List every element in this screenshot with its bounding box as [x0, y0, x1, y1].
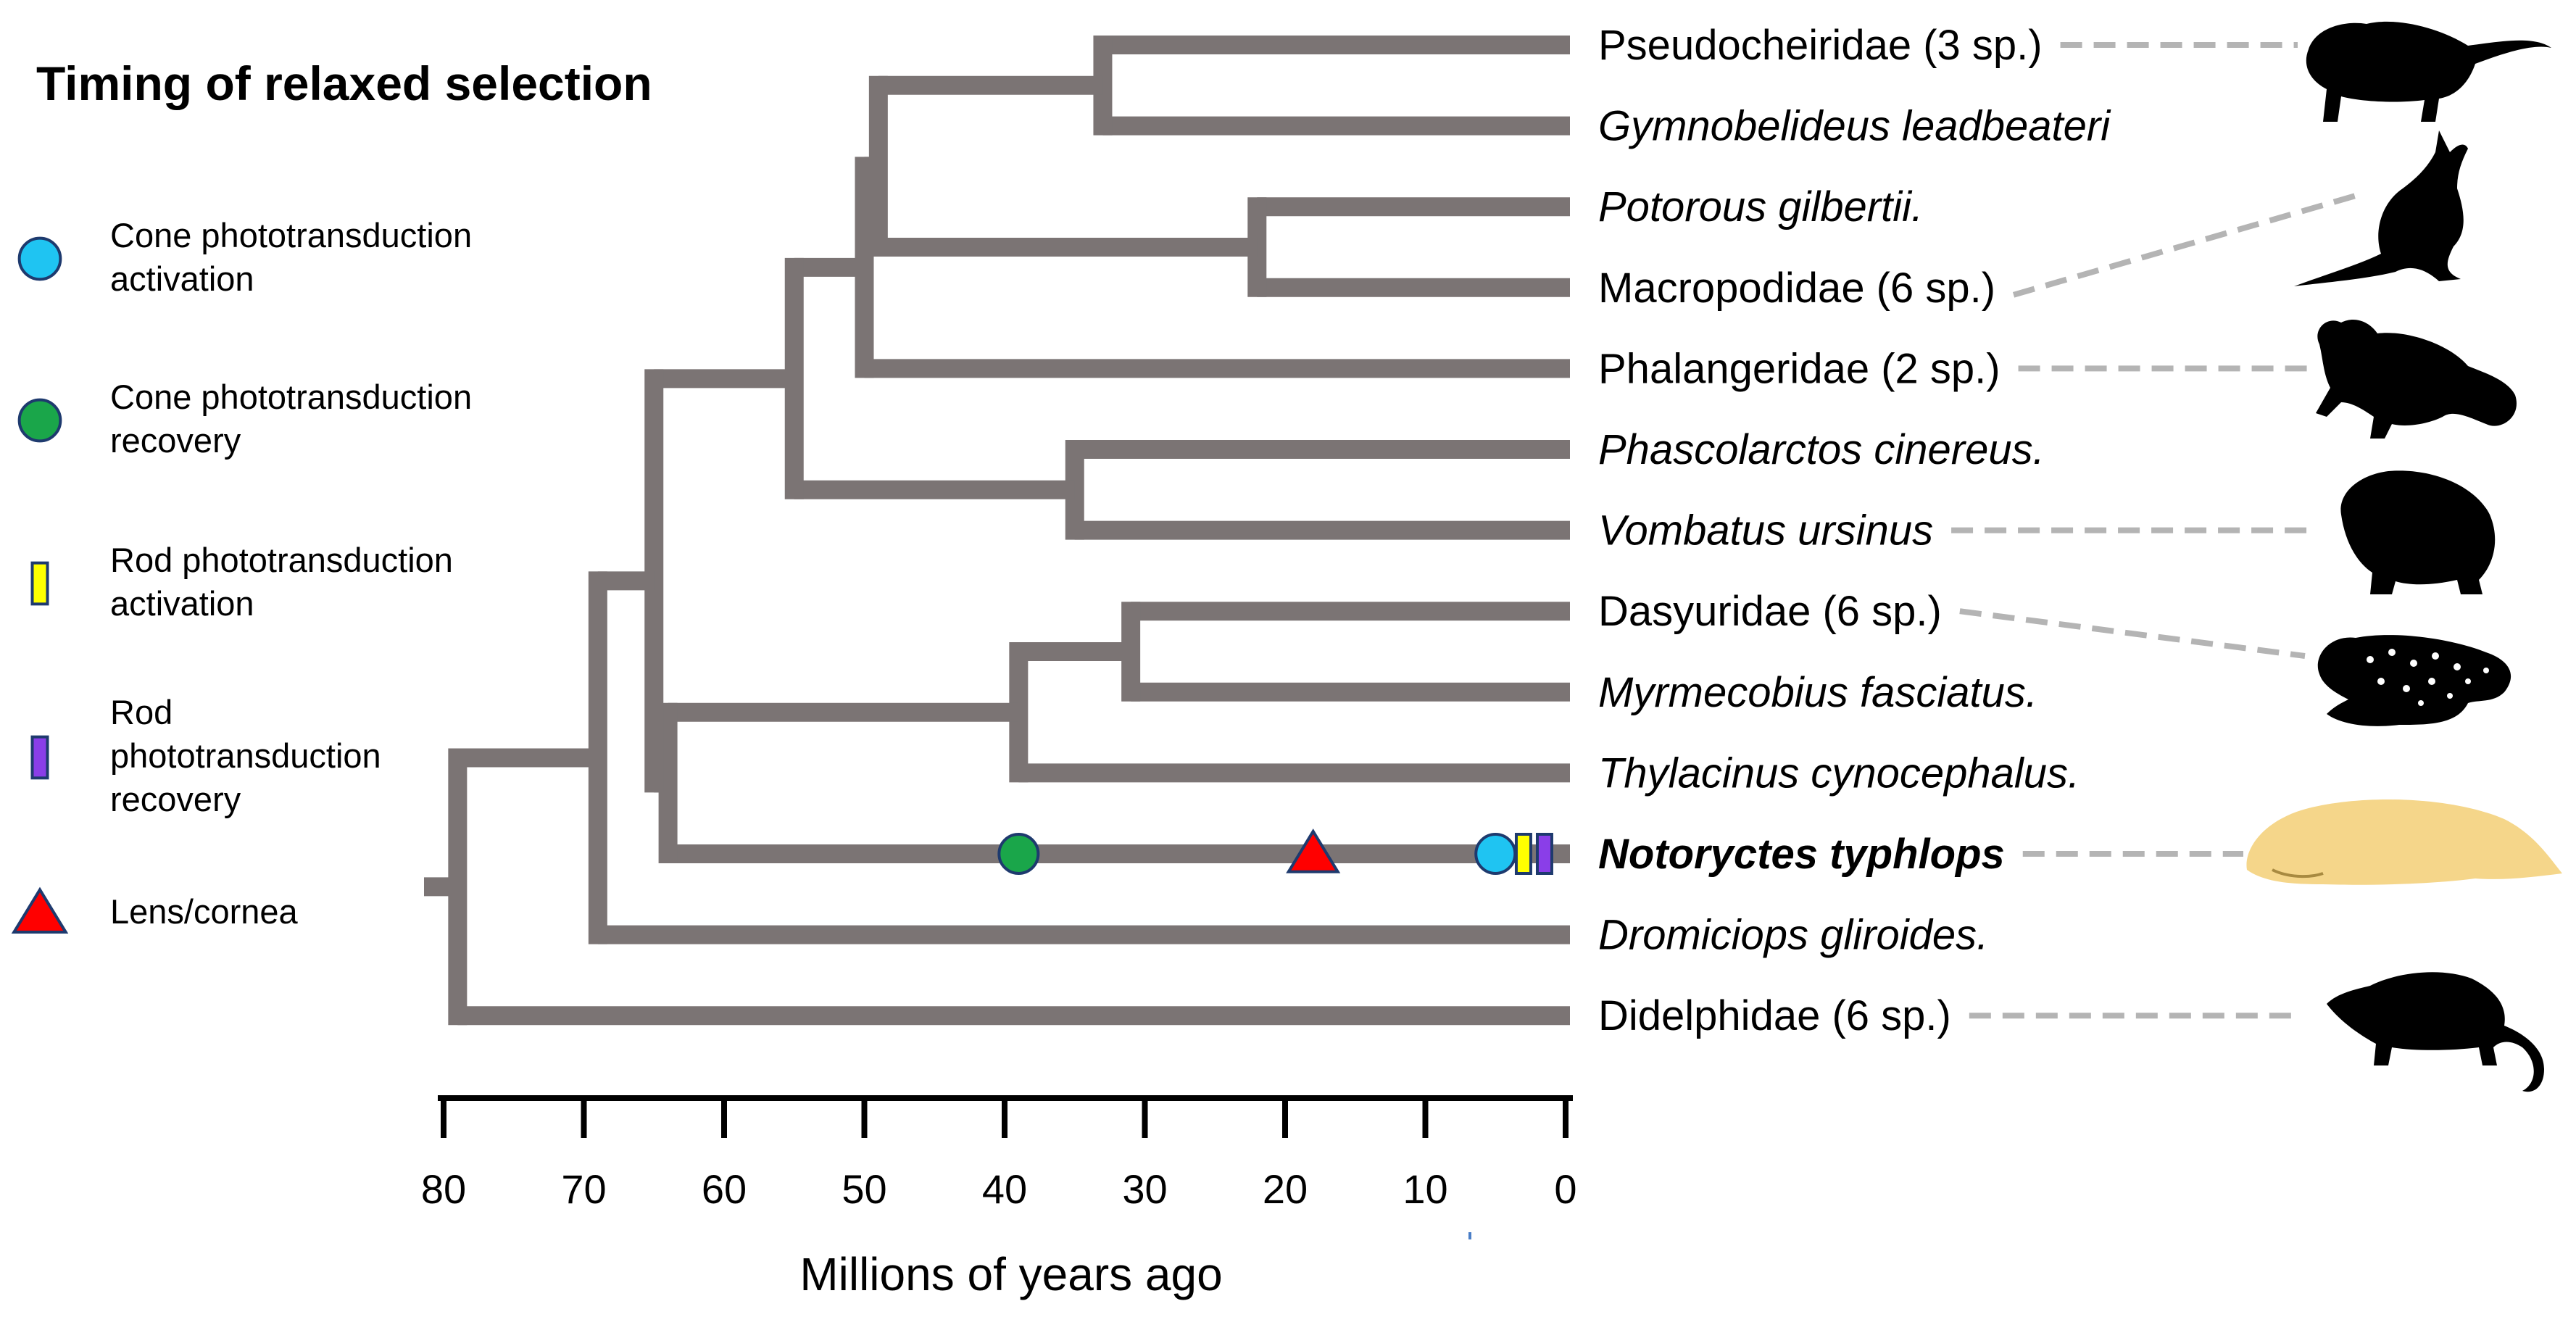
legend-label: phototransduction [110, 736, 381, 775]
axis-tick-label: 20 [1263, 1166, 1308, 1212]
axis-tick-label: 80 [421, 1166, 466, 1212]
axis-tick-label: 0 [1554, 1166, 1576, 1212]
taxon-label: Gymnobelideus leadbeateri [1598, 103, 2111, 150]
rod-recovery-icon [30, 735, 49, 780]
animal-silhouettes [1951, 21, 2562, 1092]
legend-label: Lens/cornea [110, 892, 299, 931]
legend-label: recovery [110, 421, 241, 460]
taxon-label: Dromiciops gliroides. [1598, 912, 1988, 959]
axis-mark [1468, 1232, 1471, 1239]
wombat-silhouette-icon [2340, 470, 2496, 594]
legend-label: Rod [110, 693, 173, 731]
phylogenetic-tree [424, 36, 1570, 1026]
taxon-label: Notoryctes typhlops [1598, 831, 2005, 878]
axis-tick-label: 30 [1122, 1166, 1167, 1212]
taxon-label: Pseudocheiridae (3 sp.) [1598, 22, 2043, 69]
axis-tick-label: 70 [561, 1166, 606, 1212]
taxon-label: Thylacinus cynocephalus. [1598, 749, 2080, 797]
event-cone-activation [1474, 833, 1517, 875]
axis-tick-label: 40 [982, 1166, 1027, 1212]
event-cone-recovery [997, 833, 1040, 875]
cuscus-silhouette-icon [2316, 319, 2517, 439]
label-connector [1959, 608, 2306, 659]
relaxed-selection-events [997, 828, 1553, 875]
rod-activation-icon [30, 561, 49, 606]
opossum-silhouette-icon [2327, 972, 2544, 1092]
event-rod-activation [1514, 833, 1532, 875]
legend-label: recovery [110, 780, 241, 818]
figure-title: Timing of relaxed selection [36, 57, 652, 110]
axis-tick-label: 50 [842, 1166, 886, 1212]
legend-item-rod-activation: Rod phototransduction activation [30, 541, 453, 623]
event-lens-cornea [1286, 828, 1341, 873]
taxon-label: Macropodidae (6 sp.) [1598, 265, 1995, 312]
legend-label: Cone phototransduction [110, 216, 472, 254]
legend-label: activation [110, 584, 254, 623]
possum-silhouette-icon [2306, 21, 2551, 122]
legend-item-rod-recovery: Rod phototransduction recovery [30, 693, 381, 818]
quoll-silhouette-icon [2317, 635, 2511, 726]
cone-recovery-icon [17, 398, 62, 443]
kangaroo-silhouette-icon [2294, 130, 2468, 286]
time-axis: 80 70 60 50 40 30 20 10 0 [421, 1095, 1577, 1212]
axis-tick-label: 60 [702, 1166, 747, 1212]
taxon-label: Phalangeridae (2 sp.) [1598, 345, 2000, 392]
event-rod-recovery [1535, 833, 1553, 875]
taxon-labels: Pseudocheiridae (3 sp.) Gymnobelideus lea… [1598, 22, 2111, 1039]
marsupial-mole-icon [2246, 799, 2562, 885]
taxon-label: Potorous gilbertii. [1598, 183, 1923, 230]
legend-item-cone-recovery: Cone phototransduction recovery [17, 378, 472, 460]
legend-item-lens-cornea: Lens/cornea [11, 886, 299, 934]
legend-label: Rod phototransduction [110, 541, 453, 579]
taxon-label: Phascolarctos cinereus. [1598, 426, 2045, 473]
taxon-label: Vombatus ursinus [1598, 507, 1933, 554]
taxon-label: Dasyuridae (6 sp.) [1598, 588, 1942, 635]
legend-label: Cone phototransduction [110, 378, 472, 416]
lens-cornea-icon [11, 886, 69, 934]
cone-activation-icon [17, 236, 62, 281]
legend-label: activation [110, 259, 254, 298]
axis-title: Millions of years ago [799, 1248, 1222, 1300]
label-connector [2012, 193, 2357, 298]
axis-tick-label: 10 [1403, 1166, 1447, 1212]
taxon-label: Myrmecobius fasciatus. [1598, 669, 2037, 716]
legend-item-cone-activation: Cone phototransduction activation [17, 216, 472, 298]
taxon-label: Didelphidae (6 sp.) [1598, 992, 1951, 1039]
